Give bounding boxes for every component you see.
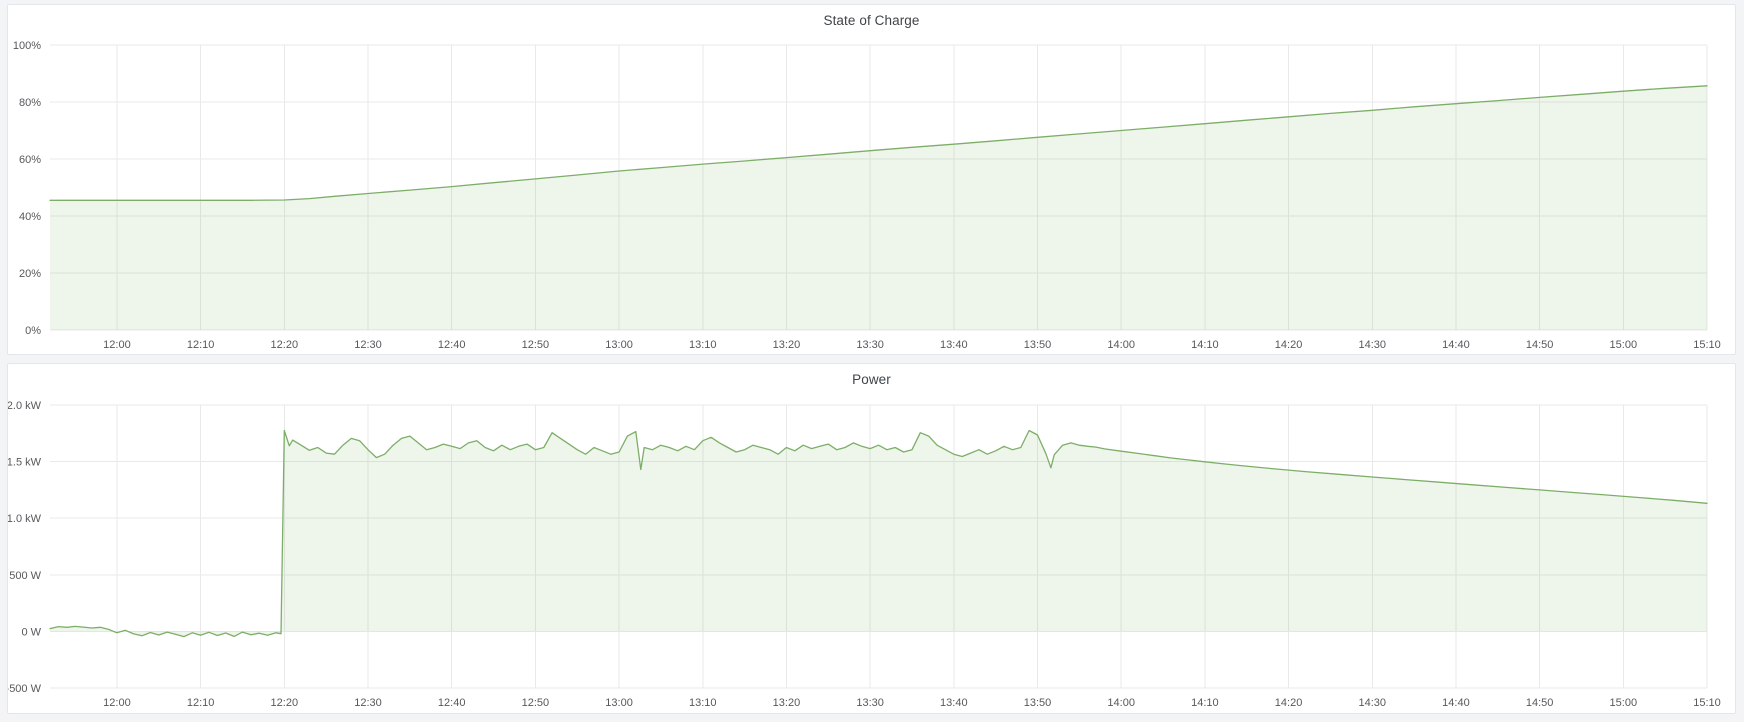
power-panel: Power -500 W 0 W 500 W 1.0 kW 1.5 kW 2.0 kW 12… bbox=[7, 363, 1736, 714]
x-tick-label: 13:10 bbox=[689, 697, 717, 709]
x-tick-label: 12:20 bbox=[271, 697, 299, 709]
y-tick-label: 40% bbox=[19, 211, 41, 223]
x-tick-label: 12:10 bbox=[187, 697, 215, 709]
x-tick-label: 15:10 bbox=[1693, 339, 1721, 351]
soc-panel: State of Charge 0% 20% 40% 60% 80% 100% 12:00 1… bbox=[7, 4, 1736, 355]
panel-title-state-of-charge[interactable]: State of Charge bbox=[823, 13, 920, 28]
x-tick-label: 12:50 bbox=[522, 339, 550, 351]
series-area bbox=[50, 430, 1707, 637]
y-tick-label: 100% bbox=[13, 40, 41, 52]
y-tick-label: 0% bbox=[25, 325, 41, 337]
x-tick-label: 14:50 bbox=[1526, 339, 1554, 351]
y-tick-label: 20% bbox=[19, 268, 41, 280]
y-tick-label: 500 W bbox=[9, 570, 41, 582]
x-tick-label: 12:50 bbox=[522, 697, 550, 709]
x-tick-label: 12:20 bbox=[271, 339, 299, 351]
series-line bbox=[49, 429, 1708, 638]
y-tick-label: 1.0 kW bbox=[8, 513, 42, 525]
soc-chart-canvas[interactable]: 0% 20% 40% 60% 80% 100% 12:00 12:10 12:20 12:30 12… bbox=[8, 5, 1735, 354]
x-tick-label: 12:10 bbox=[187, 339, 215, 351]
x-tick-label: 15:10 bbox=[1693, 697, 1721, 709]
x-tick-label: 12:30 bbox=[354, 697, 382, 709]
x-tick-label: 12:40 bbox=[438, 697, 466, 709]
y-tick-label: 2.0 kW bbox=[8, 400, 42, 412]
x-tick-label: 14:10 bbox=[1191, 339, 1219, 351]
x-tick-label: 14:40 bbox=[1442, 697, 1470, 709]
x-tick-label: 12:30 bbox=[354, 339, 382, 351]
y-tick-label: -500 W bbox=[8, 683, 42, 695]
panel-title-power[interactable]: Power bbox=[852, 372, 891, 387]
power-chart-canvas[interactable]: -500 W 0 W 500 W 1.0 kW 1.5 kW 2.0 kW 12:00 12:… bbox=[8, 364, 1735, 713]
x-tick-label: 14:30 bbox=[1358, 339, 1386, 351]
x-tick-label: 13:00 bbox=[605, 697, 633, 709]
x-tick-label: 13:00 bbox=[605, 339, 633, 351]
x-tick-label: 12:40 bbox=[438, 339, 466, 351]
x-tick-label: 13:30 bbox=[856, 339, 884, 351]
x-tick-label: 13:30 bbox=[856, 697, 884, 709]
x-tick-label: 15:00 bbox=[1610, 339, 1638, 351]
x-tick-label: 13:20 bbox=[773, 339, 801, 351]
x-tick-label: 12:00 bbox=[103, 339, 131, 351]
x-tick-label: 14:50 bbox=[1526, 697, 1554, 709]
y-tick-label: 1.5 kW bbox=[8, 457, 42, 469]
x-tick-label: 13:40 bbox=[940, 339, 968, 351]
y-tick-label: 0 W bbox=[21, 626, 41, 638]
x-tick-label: 14:20 bbox=[1275, 697, 1303, 709]
y-tick-label: 60% bbox=[19, 154, 41, 166]
x-tick-label: 13:50 bbox=[1024, 697, 1052, 709]
series-area bbox=[50, 85, 1707, 330]
x-tick-label: 13:40 bbox=[940, 697, 968, 709]
x-tick-label: 13:10 bbox=[689, 339, 717, 351]
x-tick-label: 14:30 bbox=[1358, 697, 1386, 709]
y-tick-label: 80% bbox=[19, 97, 41, 109]
x-tick-label: 14:10 bbox=[1191, 697, 1219, 709]
x-tick-label: 14:40 bbox=[1442, 339, 1470, 351]
x-tick-label: 14:00 bbox=[1107, 339, 1135, 351]
x-tick-label: 15:00 bbox=[1610, 697, 1638, 709]
x-tick-label: 13:50 bbox=[1024, 339, 1052, 351]
x-tick-label: 12:00 bbox=[103, 697, 131, 709]
series-line bbox=[49, 85, 1708, 201]
x-tick-label: 13:20 bbox=[773, 697, 801, 709]
x-tick-label: 14:00 bbox=[1107, 697, 1135, 709]
x-tick-label: 14:20 bbox=[1275, 339, 1303, 351]
